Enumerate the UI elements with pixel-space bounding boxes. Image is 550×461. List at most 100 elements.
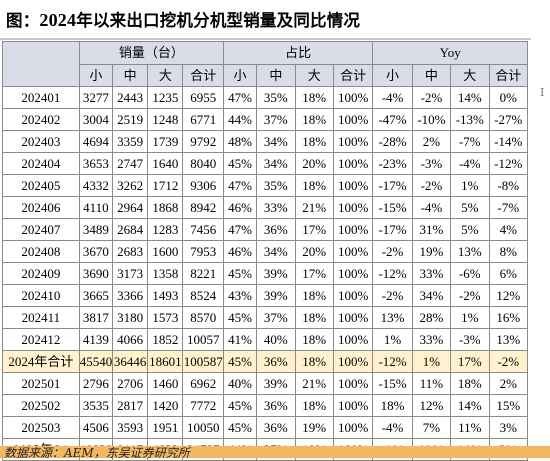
yoy-cell: 1% [411, 350, 452, 373]
sales-cell: 3690 [78, 262, 113, 285]
sales-cell: 100587 [182, 350, 224, 373]
table-row: 202402 3004 2519 1248 6771 44% 37% 18% 100% -47% -… [2, 108, 528, 131]
period-cell: 202412 [2, 328, 80, 351]
yoy-cell: -17% [372, 174, 413, 197]
period-cell: 202408 [2, 240, 80, 263]
group-header-sales: 销量（台） [78, 41, 224, 65]
period-cell: 202503 [2, 416, 80, 439]
share-cell: 40% [222, 372, 258, 395]
period-cell: 202401 [2, 86, 80, 109]
sales-cell: 36446 [111, 350, 149, 373]
sales-cell: 4110 [78, 196, 113, 219]
sub-header: 合计 [488, 64, 528, 87]
share-cell: 100% [332, 152, 374, 175]
sales-cell: 2706 [111, 372, 149, 395]
share-cell: 18% [294, 174, 334, 197]
yoy-cell: -47% [372, 108, 413, 131]
sales-cell: 3535 [78, 394, 113, 417]
table-row: 202412 4139 4066 1852 10057 41% 40% 18% 100% 1% 33… [2, 328, 528, 351]
period-cell: 202404 [2, 152, 80, 175]
sub-header: 小 [78, 64, 113, 87]
share-cell: 46% [222, 196, 258, 219]
yoy-cell: -4% [450, 152, 490, 175]
sales-cell: 2683 [111, 240, 149, 263]
share-cell: 18% [294, 328, 334, 351]
yoy-cell: -2% [411, 174, 452, 197]
sales-cell: 1600 [147, 240, 184, 263]
yoy-cell: 16% [488, 306, 528, 329]
share-cell: 100% [332, 262, 374, 285]
sub-header: 合计 [182, 64, 224, 87]
table-row: 202503 4506 3593 1951 10050 45% 36% 19% 100% -4% 7… [2, 416, 528, 439]
sales-cell: 9792 [182, 130, 224, 153]
sales-cell: 6962 [182, 372, 224, 395]
yoy-cell: 14% [450, 394, 490, 417]
sales-cell: 18601 [147, 350, 184, 373]
sales-cell: 2796 [78, 372, 113, 395]
yoy-cell: -14% [488, 130, 528, 153]
yoy-cell: -3% [450, 328, 490, 351]
sales-cell: 7772 [182, 394, 224, 417]
yoy-cell: -28% [372, 130, 413, 153]
share-cell: 20% [294, 240, 334, 263]
table-row: 202501 2796 2706 1460 6962 40% 39% 21% 100% -15% 1… [2, 372, 528, 395]
sales-cell: 4506 [78, 416, 113, 439]
yoy-cell: 3% [488, 416, 528, 439]
period-cell: 202405 [2, 174, 80, 197]
sales-cell: 6771 [182, 108, 224, 131]
table-row: 202411 3817 3180 1573 8570 45% 37% 18% 100% 13% 28… [2, 306, 528, 329]
sales-cell: 8570 [182, 306, 224, 329]
sales-cell: 1712 [147, 174, 184, 197]
sales-cell: 10050 [182, 416, 224, 439]
source-bar [0, 446, 550, 458]
yoy-cell: 33% [411, 328, 452, 351]
share-cell: 100% [332, 284, 374, 307]
sales-cell: 4066 [111, 328, 149, 351]
table-row: 202407 3489 2684 1283 7456 47% 36% 17% 100% -17% 3… [2, 218, 528, 241]
sales-cell: 1283 [147, 218, 184, 241]
share-cell: 100% [332, 372, 374, 395]
table-row: 202401 3277 2443 1235 6955 47% 35% 18% 100% -4% -2… [2, 86, 528, 109]
share-cell: 44% [222, 108, 258, 131]
yoy-cell: 0% [488, 86, 528, 109]
yoy-cell: -13% [450, 108, 490, 131]
sales-cell: 2443 [111, 86, 149, 109]
sales-table: 销量（台） 占比 Yoy 小 中 大 合计 小 中 大 合计 小 中 大 合计 … [2, 41, 528, 461]
yoy-cell: -3% [411, 152, 452, 175]
yoy-cell: 1% [450, 174, 490, 197]
yoy-cell: -12% [488, 152, 528, 175]
share-cell: 34% [256, 130, 296, 153]
period-cell: 202410 [2, 284, 80, 307]
sales-cell: 8524 [182, 284, 224, 307]
table-row: 202408 3670 2683 1600 7953 46% 34% 20% 100% -2% 19… [2, 240, 528, 263]
sales-cell: 1358 [147, 262, 184, 285]
share-cell: 100% [332, 196, 374, 219]
sales-cell: 2684 [111, 218, 149, 241]
share-cell: 48% [222, 130, 258, 153]
yoy-cell: -12% [372, 350, 413, 373]
share-cell: 45% [222, 262, 258, 285]
yoy-cell: 4% [488, 218, 528, 241]
share-cell: 40% [256, 328, 296, 351]
yoy-cell: 18% [372, 394, 413, 417]
period-cell: 202409 [2, 262, 80, 285]
source-note: 数据来源：AEM，东吴证券研究所 [4, 446, 190, 460]
yoy-cell: 5% [450, 196, 490, 219]
yoy-cell: 11% [450, 416, 490, 439]
yoy-cell: 7% [411, 416, 452, 439]
sales-cell: 8040 [182, 152, 224, 175]
yoy-cell: -2% [372, 240, 413, 263]
share-cell: 36% [256, 218, 296, 241]
sub-header: 小 [372, 64, 413, 87]
sales-cell: 45540 [78, 350, 113, 373]
share-cell: 100% [332, 174, 374, 197]
sales-cell: 1640 [147, 152, 184, 175]
share-cell: 45% [222, 350, 258, 373]
yoy-cell: 2% [411, 130, 452, 153]
yoy-cell: -4% [411, 196, 452, 219]
share-cell: 100% [332, 328, 374, 351]
yoy-cell: 8% [488, 240, 528, 263]
share-cell: 18% [294, 284, 334, 307]
table-row: 202410 3665 3366 1493 8524 43% 39% 18% 100% -2% 34… [2, 284, 528, 307]
share-cell: 37% [256, 306, 296, 329]
